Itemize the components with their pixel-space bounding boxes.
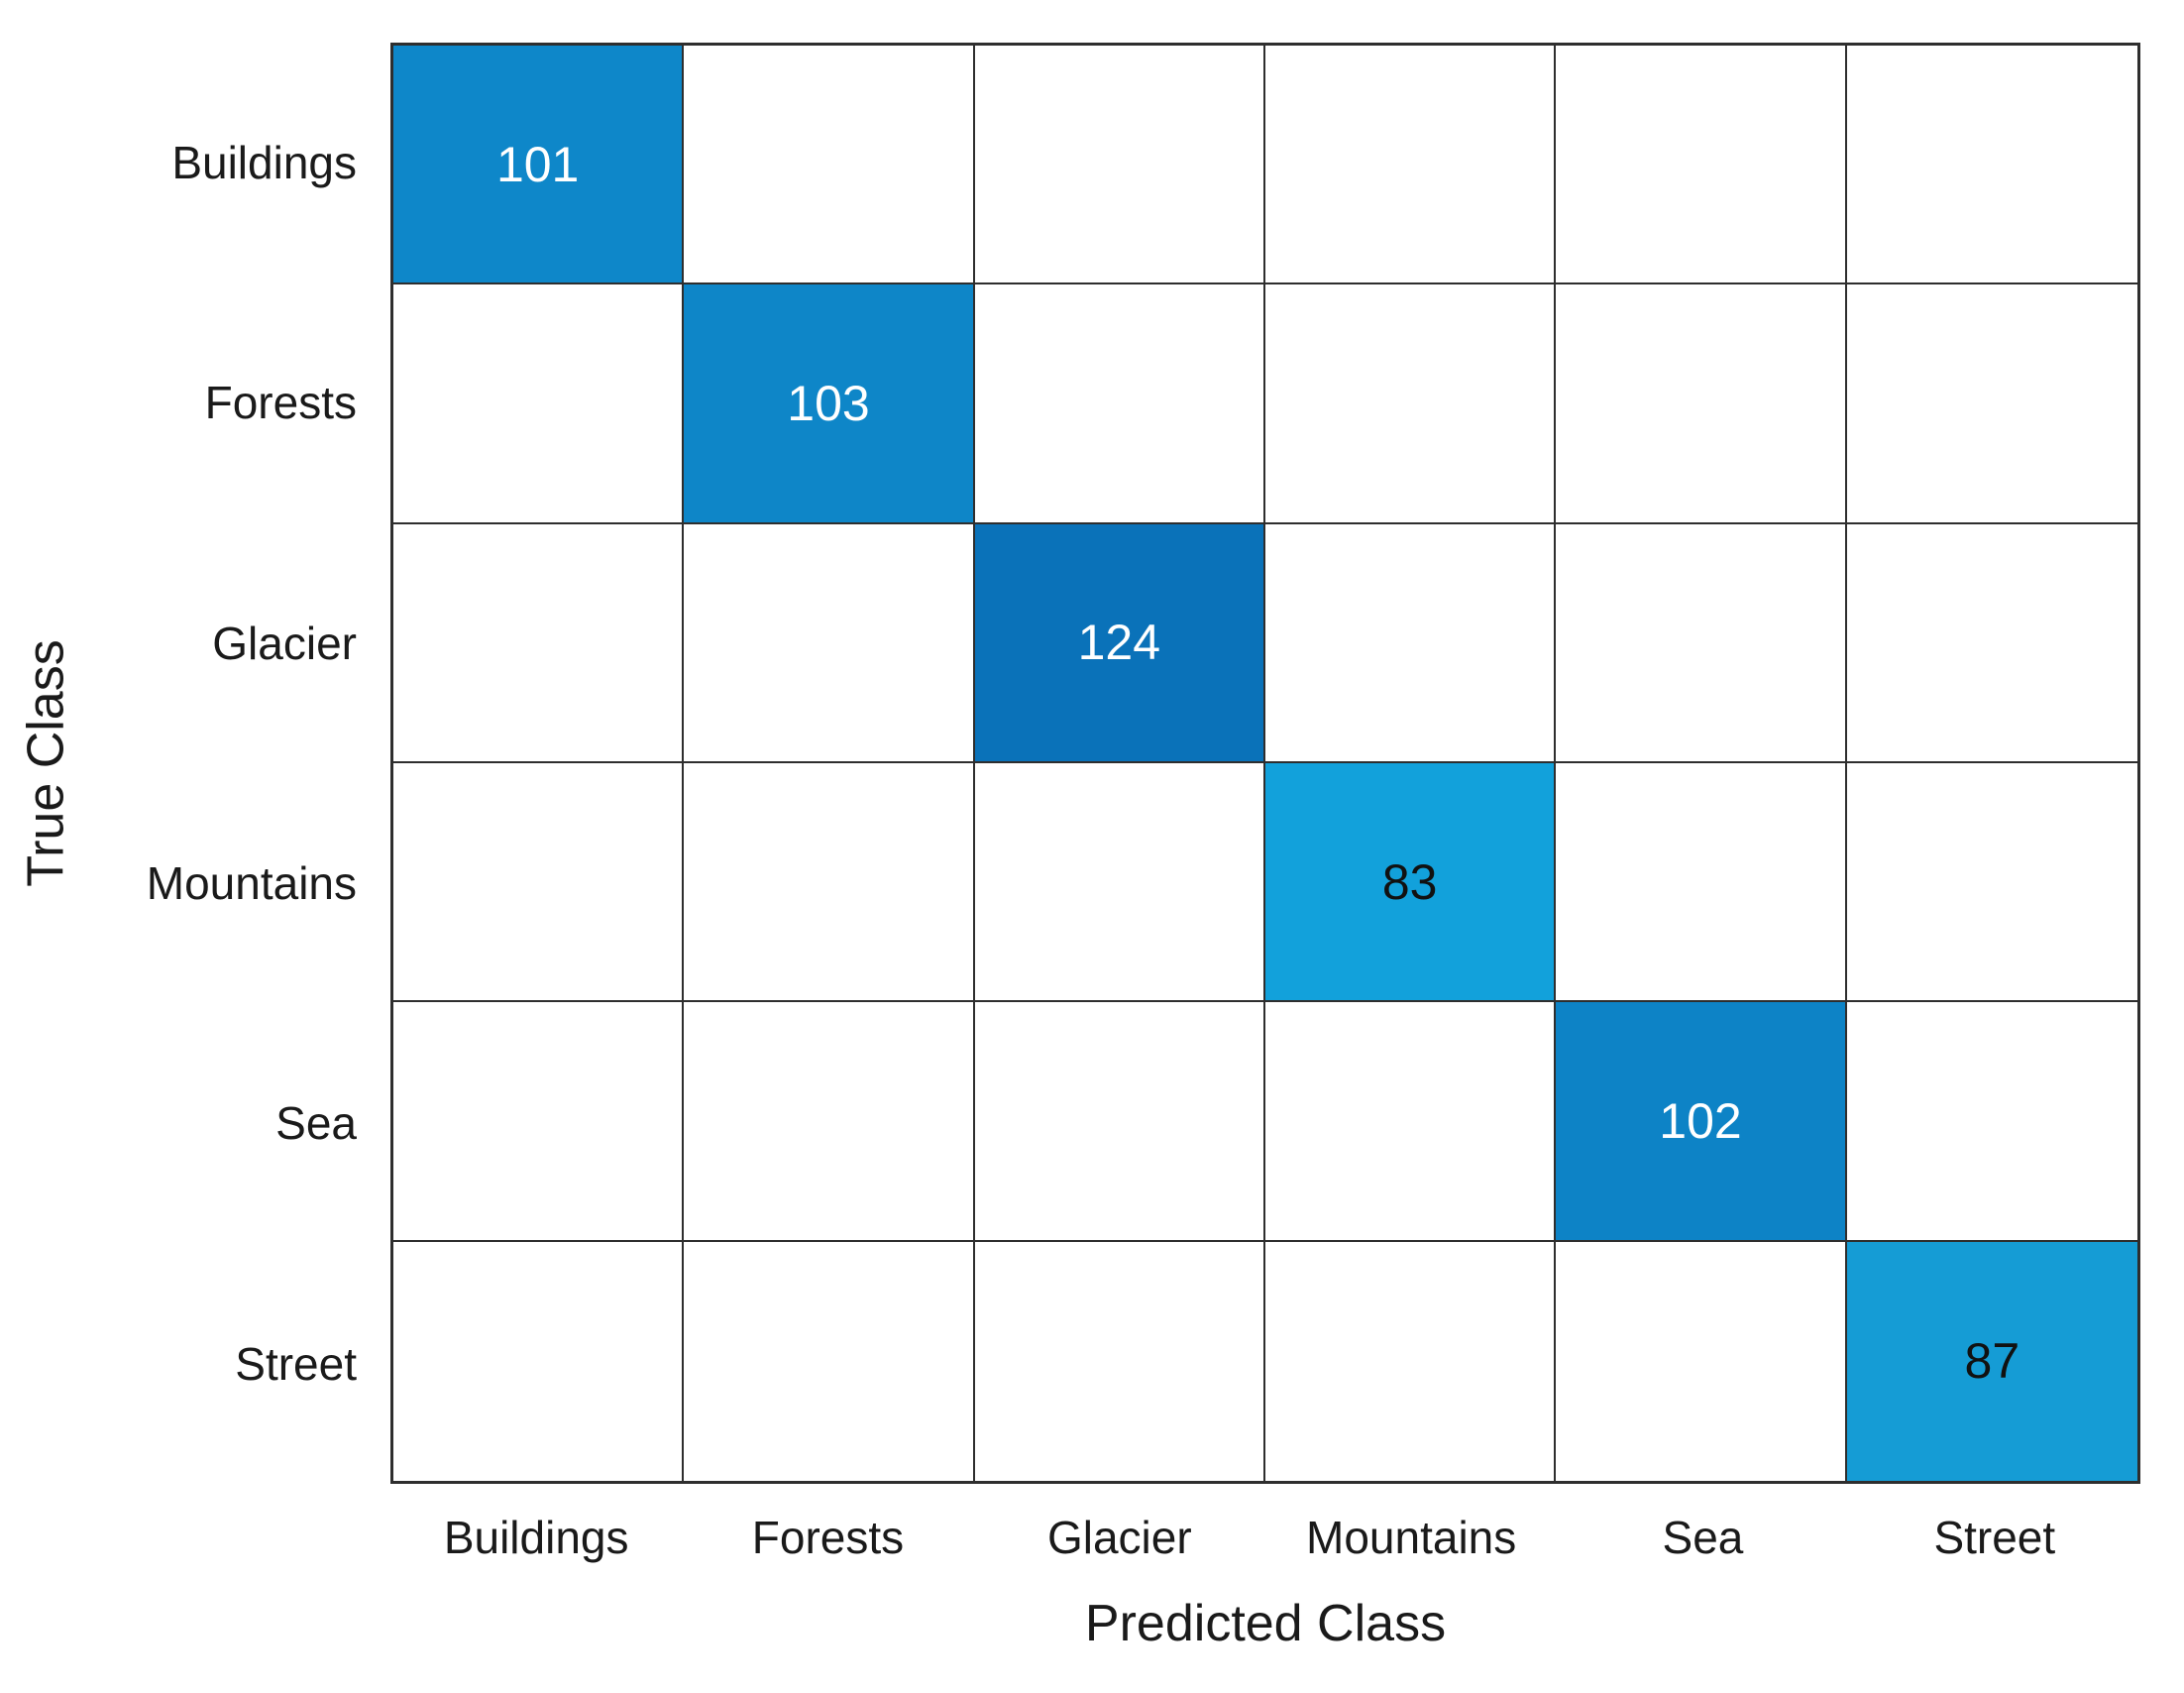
matrix-cell-r3c3: 83 [1265, 762, 1557, 1003]
matrix-cell-r4c5 [1846, 1002, 2137, 1242]
matrix-cell-r5c1 [684, 1241, 975, 1481]
x-tick-label-sea: Sea [1662, 1512, 1744, 1563]
matrix-cell-r1c2 [974, 284, 1265, 524]
matrix-cell-r5c0 [393, 1241, 685, 1481]
x-tick-label-street: Street [1933, 1512, 2056, 1563]
matrix-cell-value: 102 [1659, 1092, 1742, 1149]
y-tick-label-street: Street [235, 1337, 357, 1390]
matrix-cell-r5c5: 87 [1846, 1241, 2137, 1481]
matrix-cell-value: 83 [1381, 853, 1438, 910]
matrix-cell-r0c1 [684, 46, 975, 285]
matrix-cell-r0c4 [1556, 46, 1847, 285]
matrix-cell-value: 87 [1964, 1333, 2020, 1390]
matrix-cell-r1c4 [1556, 284, 1847, 524]
matrix-cell-r3c5 [1846, 762, 2137, 1003]
matrix-cell-r1c5 [1846, 284, 2137, 524]
y-tick-label-buildings: Buildings [171, 137, 357, 189]
matrix-cell-r0c0: 101 [393, 46, 685, 285]
x-tick-label-forests: Forests [751, 1512, 905, 1563]
matrix-cell-r5c2 [974, 1241, 1265, 1481]
matrix-cell-value: 101 [495, 136, 580, 192]
matrix-cell-r1c3 [1265, 284, 1557, 524]
x-tick-label-mountains: Mountains [1306, 1512, 1517, 1563]
matrix-cell-r3c4 [1556, 762, 1847, 1003]
matrix-cell-r2c5 [1846, 523, 2137, 763]
matrix-cell-r2c3 [1265, 523, 1557, 763]
matrix-cell-r4c2 [974, 1002, 1265, 1242]
matrix-cell-r0c3 [1265, 46, 1557, 285]
x-axis-tick-labels: Buildings Forests Glacier Mountains Sea Stree… [390, 1503, 2140, 1572]
matrix-cell-value: 103 [787, 375, 870, 431]
matrix-cell-r4c0 [393, 1002, 685, 1242]
y-tick-label-mountains: Mountains [146, 857, 357, 910]
matrix-cell-r5c4 [1556, 1241, 1847, 1481]
y-tick-label-glacier: Glacier [212, 617, 357, 669]
matrix-cell-r4c3 [1265, 1002, 1557, 1242]
matrix-cell-r5c3 [1265, 1241, 1557, 1481]
x-tick-label-buildings: Buildings [443, 1512, 629, 1563]
matrix-cell-r2c1 [684, 523, 975, 763]
x-tick-label-glacier: Glacier [1046, 1512, 1192, 1563]
matrix-cell-r2c4 [1556, 523, 1847, 763]
matrix-cell-r1c1: 103 [684, 284, 975, 524]
matrix-cell-r2c0 [393, 523, 685, 763]
matrix-cell-r1c0 [393, 284, 685, 524]
y-axis-tick-labels: Buildings Forests Glacier Mountains Sea Stree… [0, 43, 357, 1484]
matrix-cell-r3c1 [684, 762, 975, 1003]
matrix-cell-r4c4: 102 [1556, 1002, 1847, 1242]
matrix-cell-r0c5 [1846, 46, 2137, 285]
matrix-cell-r3c2 [974, 762, 1265, 1003]
matrix-cell-value: 124 [1077, 615, 1161, 671]
y-tick-label-sea: Sea [275, 1097, 357, 1150]
x-axis-title: Predicted Class [1084, 1595, 1447, 1652]
matrix-cell-r0c2 [974, 46, 1265, 285]
y-tick-label-forests: Forests [204, 377, 357, 429]
confusion-matrix-grid: 101 103 124 83 102 87 [390, 43, 2140, 1484]
matrix-cell-r4c1 [684, 1002, 975, 1242]
matrix-cell-r3c0 [393, 762, 685, 1003]
matrix-cell-r2c2: 124 [974, 523, 1265, 763]
